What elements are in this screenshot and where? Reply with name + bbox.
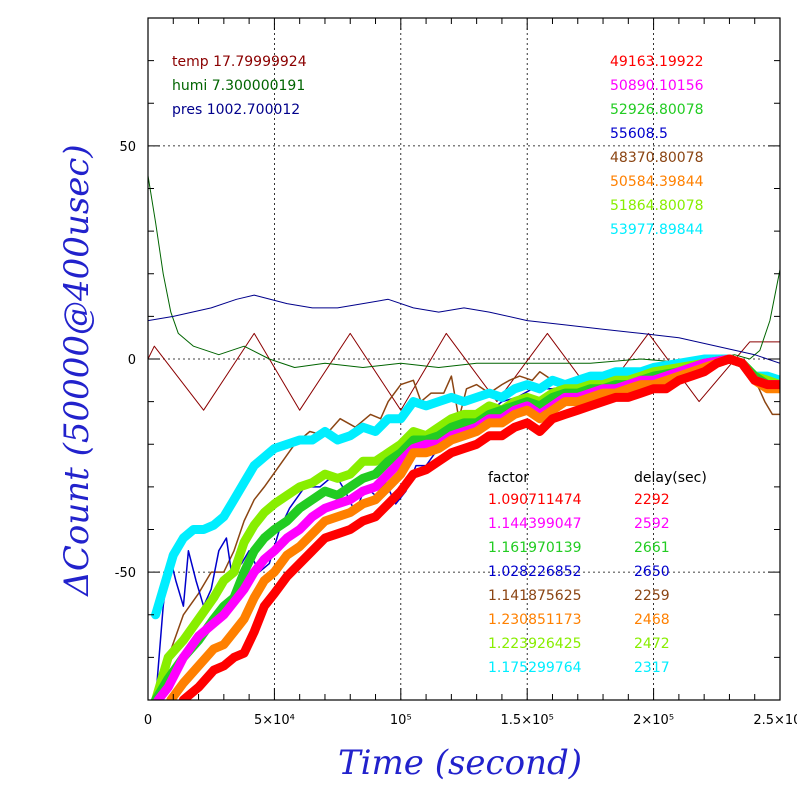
delay-value: 2472 — [634, 636, 670, 652]
x-tick-label: 1.5×10⁵ — [501, 713, 554, 728]
env-legend-entry: pres 1002.700012 — [172, 102, 300, 118]
delay-value: 2650 — [634, 564, 670, 580]
x-axis-title: Time (second) — [338, 743, 582, 783]
factor-header: factor — [488, 470, 529, 486]
delay-value: 2661 — [634, 540, 670, 556]
grid — [148, 18, 780, 700]
series-value-label: 48370.80078 — [610, 150, 704, 166]
delay-value: 2468 — [634, 612, 670, 628]
delay-value: 2592 — [634, 516, 670, 532]
series-value-label: 49163.19922 — [610, 54, 704, 70]
y-axis-title: ΔCount (50000@400usec) — [57, 144, 97, 597]
env-legend-entry: humi 7.300000191 — [172, 78, 305, 94]
x-tick-label: 10⁵ — [390, 713, 412, 728]
factor-value: 1.090711474 — [488, 492, 582, 508]
series-value-label: 50584.39844 — [610, 174, 704, 190]
env-legend-entry: temp 17.79999924 — [172, 54, 307, 70]
series-value-label: 52926.80078 — [610, 102, 704, 118]
pres-line — [148, 294, 780, 364]
x-tick-label: 2.5×10⁵ — [753, 713, 797, 728]
y-tick-label: 50 — [119, 140, 136, 155]
factor-value: 1.141875625 — [488, 588, 582, 604]
delay-value: 2317 — [634, 660, 670, 676]
series-value-label: 51864.80078 — [610, 198, 704, 214]
plot-lines — [148, 175, 780, 700]
factor-value: 1.230851173 — [488, 612, 582, 628]
x-tick-label: 0 — [144, 713, 152, 728]
x-tick-label: 2×10⁵ — [633, 713, 674, 728]
tick-labels: 0 5×10⁴ 10⁵ 1.5×10⁵ 2×10⁵ 2.5×10⁵ -50 0 50 — [115, 140, 797, 728]
factor-value: 1.175299764 — [488, 660, 582, 676]
delay-value: 2292 — [634, 492, 670, 508]
factor-value: 1.161970139 — [488, 540, 582, 556]
delay-value: 2259 — [634, 588, 670, 604]
y-tick-label: -50 — [115, 566, 136, 581]
axis-ticks — [147, 17, 781, 701]
legend: temp 17.79999924 humi 7.300000191 pres 100… — [172, 54, 707, 676]
factor-value: 1.144399047 — [488, 516, 582, 532]
count-series-line-8 — [178, 354, 780, 700]
y-tick-label: 0 — [128, 353, 136, 368]
factor-value: 1.223926425 — [488, 636, 582, 652]
factor-value: 1.028226852 — [488, 564, 582, 580]
humi-line — [148, 175, 780, 368]
series-value-label: 55608.5 — [610, 126, 668, 142]
series-value-label: 53977.89844 — [610, 222, 704, 238]
delay-header: delay(sec) — [634, 470, 707, 486]
count-series-line-7 — [166, 354, 780, 700]
series-value-label: 50890.10156 — [610, 78, 704, 94]
x-tick-label: 5×10⁴ — [254, 713, 295, 728]
count-series-line-3 — [151, 354, 780, 620]
